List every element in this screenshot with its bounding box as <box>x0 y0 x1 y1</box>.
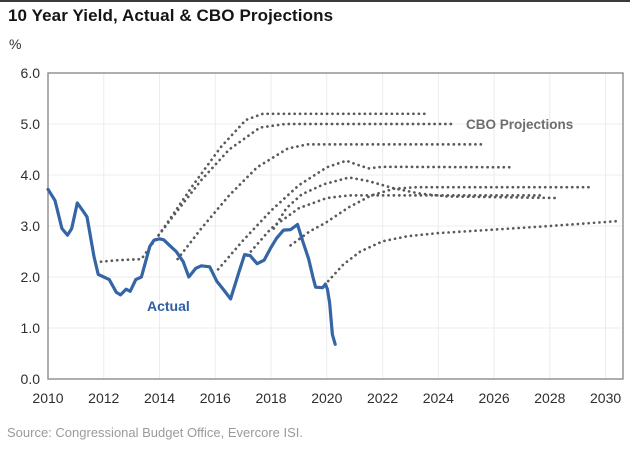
y-tick-label: 6.0 <box>21 65 41 81</box>
projection-line <box>326 219 623 283</box>
x-tick-label: 2022 <box>367 390 398 406</box>
projection-line <box>272 176 560 230</box>
y-tick-label: 2.0 <box>21 269 41 285</box>
x-tick-label: 2028 <box>534 390 565 406</box>
chart-title: 10 Year Yield, Actual & CBO Projections <box>8 6 334 25</box>
projection-line <box>289 185 594 247</box>
projection-line <box>176 143 488 261</box>
projection-line <box>216 159 515 271</box>
x-tick-label: 2030 <box>590 390 621 406</box>
projection-line <box>245 194 543 257</box>
actual-line <box>46 187 337 346</box>
x-tick-label: 2010 <box>32 390 63 406</box>
x-tick-label: 2016 <box>200 390 231 406</box>
y-tick-label: 0.0 <box>21 371 41 387</box>
actual-label: Actual <box>147 298 190 314</box>
y-tick-label: 1.0 <box>21 320 41 336</box>
x-tick-label: 2012 <box>88 390 119 406</box>
plot-border <box>47 72 624 380</box>
y-axis-unit-label: % <box>9 36 22 52</box>
x-tick-label: 2014 <box>144 390 175 406</box>
source-note: Source: Congressional Budget Office, Eve… <box>7 425 304 440</box>
y-tick-label: 4.0 <box>21 167 41 183</box>
projection-line <box>99 112 429 264</box>
cbo-projections-label: CBO Projections <box>466 117 574 132</box>
x-tick-label: 2024 <box>423 390 454 406</box>
y-tick-label: 3.0 <box>21 218 41 234</box>
y-tick-label: 5.0 <box>21 116 41 132</box>
x-tick-label: 2026 <box>479 390 510 406</box>
x-tick-label: 2018 <box>255 390 286 406</box>
x-tick-label: 2020 <box>311 390 342 406</box>
